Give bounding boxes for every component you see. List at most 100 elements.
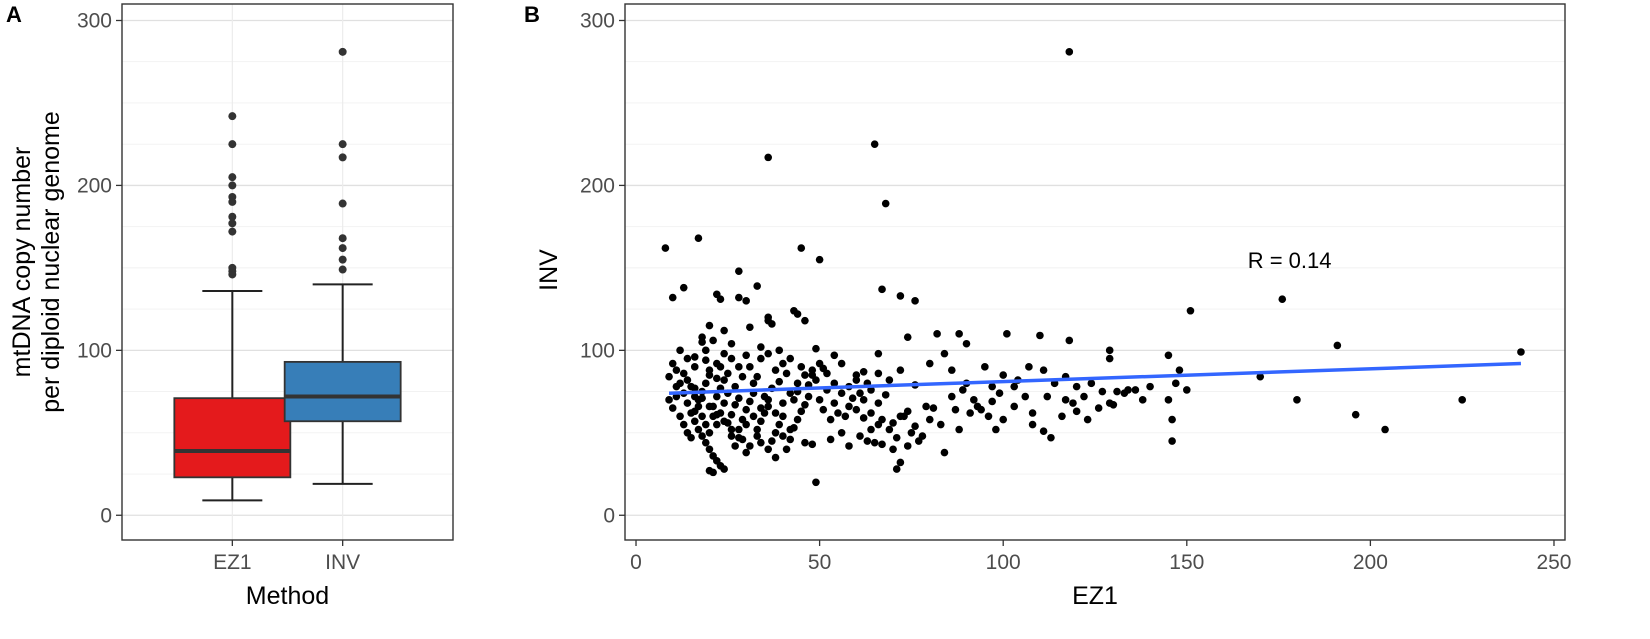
- scatter-point: [874, 369, 883, 378]
- scatter-point: [852, 405, 861, 414]
- scatter-point: [720, 399, 728, 407]
- scatter-point: [1164, 351, 1173, 360]
- outlier-point: [228, 140, 237, 149]
- outlier-point: [228, 112, 237, 121]
- scatter-point: [1164, 396, 1173, 404]
- scatter-point: [812, 376, 820, 384]
- scatter-point: [1010, 382, 1019, 391]
- outlier-point: [228, 192, 237, 201]
- outlier-point: [338, 234, 347, 243]
- scatter-point: [786, 389, 795, 398]
- scatter-point: [771, 366, 780, 374]
- scatter-point: [1094, 404, 1103, 412]
- scatter-point: [1278, 295, 1287, 304]
- scatter-point: [955, 330, 963, 338]
- scatter-point: [698, 412, 706, 421]
- y-tick-label: 300: [580, 9, 615, 32]
- scatter-point: [977, 405, 985, 414]
- scatter-point: [955, 425, 963, 434]
- scatter-point: [716, 295, 725, 304]
- scatter-point: [768, 437, 776, 445]
- scatter-point: [727, 425, 736, 434]
- scatter-point: [786, 354, 795, 363]
- scatter-point: [1028, 420, 1037, 429]
- scatter-point: [1047, 433, 1055, 442]
- panel-a-y-ticks: 0 100 200 300: [77, 9, 122, 527]
- panel-a-y-axis-title-line2: per diploid nuclear genome: [37, 111, 65, 413]
- x-tick-label: 0: [630, 551, 642, 574]
- scatter-point: [1061, 396, 1070, 404]
- scatter-point: [746, 442, 754, 450]
- scatter-point: [690, 353, 699, 361]
- scatter-point: [797, 407, 806, 416]
- scatter-point: [779, 399, 787, 407]
- scatter-point: [925, 359, 934, 368]
- outlier-point: [338, 153, 347, 162]
- outlier-point: [338, 255, 347, 264]
- scatter-point: [959, 386, 967, 394]
- scatter-point: [701, 346, 710, 355]
- scatter-point: [903, 333, 912, 341]
- scatter-point: [903, 407, 912, 416]
- panel-b-fit-line: [669, 361, 1521, 395]
- scatter-point: [1351, 410, 1360, 419]
- scatter-point: [823, 369, 831, 378]
- scatter-point: [771, 429, 780, 437]
- scatter-point: [1003, 330, 1011, 338]
- scatter-point: [793, 379, 802, 388]
- scatter-point: [801, 371, 809, 379]
- scatter-point: [764, 402, 773, 411]
- scatter-point: [727, 410, 736, 419]
- scatter-point: [753, 425, 761, 434]
- scatter-point: [845, 442, 853, 450]
- panel-a-x-ticks: EZ1 INV: [213, 540, 360, 574]
- scatter-point: [705, 402, 714, 411]
- scatter-point: [1168, 415, 1176, 424]
- outlier-point: [228, 227, 237, 236]
- x-tick-label: 100: [986, 551, 1021, 574]
- scatter-point: [981, 363, 989, 371]
- scatter-point: [1036, 331, 1044, 340]
- scatter-point: [679, 420, 688, 429]
- scatter-point: [848, 394, 857, 402]
- outlier-point: [338, 140, 347, 149]
- outlier-point: [228, 263, 237, 272]
- scatter-point: [779, 432, 787, 440]
- scatter-point: [735, 293, 743, 302]
- scatter-point: [720, 326, 728, 335]
- x-tick-label: INV: [325, 551, 360, 574]
- scatter-point: [665, 372, 673, 381]
- scatter-point: [1146, 382, 1154, 391]
- scatter-point: [775, 346, 784, 355]
- scatter-point: [878, 440, 886, 449]
- scatter-point: [797, 244, 806, 252]
- scatter-point: [925, 415, 934, 424]
- scatter-point: [837, 429, 846, 437]
- scatter-point: [1138, 396, 1147, 404]
- panel-b-y-axis-title: INV: [535, 249, 563, 291]
- scatter-point: [679, 369, 688, 378]
- scatter-point: [1333, 341, 1342, 350]
- scatter-point: [735, 363, 743, 371]
- scatter-point: [834, 409, 842, 417]
- scatter-point: [727, 354, 736, 363]
- scatter-point: [757, 438, 765, 447]
- scatter-point: [881, 391, 890, 399]
- scatter-point: [856, 432, 864, 440]
- panel-a-y-axis-title-line1: mtDNA copy number: [8, 147, 36, 378]
- scatter-point: [690, 363, 699, 371]
- scatter-point: [892, 433, 901, 442]
- scatter-point: [720, 376, 728, 384]
- scatter-point: [1175, 366, 1184, 374]
- box-inv: [283, 47, 402, 485]
- scatter-point: [1113, 387, 1121, 396]
- y-tick-label: 0: [100, 504, 112, 527]
- scatter-point: [907, 429, 916, 437]
- scatter-point: [1072, 407, 1081, 416]
- scatter-point: [830, 351, 839, 360]
- scatter-point: [808, 366, 817, 374]
- scatter-point: [731, 382, 739, 391]
- panel-a-frame: [121, 3, 454, 541]
- scatter-point: [764, 153, 773, 162]
- scatter-point: [867, 425, 875, 434]
